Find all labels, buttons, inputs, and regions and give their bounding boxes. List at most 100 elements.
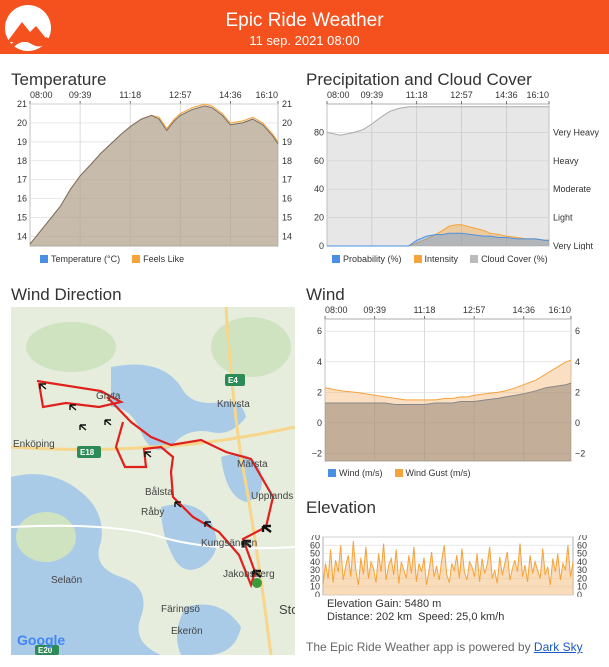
temperature-line-0 xyxy=(29,105,279,245)
elevation-chart[interactable]: 70 60 50 40 30 20 10 0 70 60 50 40 30 20 10 0 xyxy=(303,535,593,597)
elevation-y-tick-label: 0 xyxy=(315,590,320,597)
precipitation-y-tick-label: 20 xyxy=(314,213,324,223)
route-map[interactable]: E4 E18 E20 Gryta Knivsta Enköping Märsta… xyxy=(11,307,295,655)
temperature-y-tick-label: 14 xyxy=(17,232,27,242)
temperature-svg: 08:00 09:39 11:18 12:57 14:36 16:10 21 20 19 18 17… xyxy=(17,90,292,247)
precipitation-chart[interactable]: 08:00 09:39 11:18 12:57 14:36 16:10 80 60 40 20 0 V… xyxy=(303,90,603,250)
road-label-e18: E18 xyxy=(80,448,95,457)
precipitation-title: Precipitation and Cloud Cover xyxy=(306,70,532,89)
app-logo-icon xyxy=(5,5,51,51)
legend-label: Feels Like xyxy=(143,254,185,264)
wind-y-tick-label: −2 xyxy=(312,448,322,458)
elevation-y2-tick-label: 60 xyxy=(577,540,587,550)
elevation-area-0 xyxy=(323,541,573,595)
road xyxy=(11,524,295,550)
wind-chart[interactable]: 08:00 09:39 11:18 12:57 14:36 16:10 6 4 2 0 −2 6 4 2 0… xyxy=(303,305,593,465)
legend-item[interactable]: Cloud Cover (%) xyxy=(470,254,548,264)
place-jakobsberg: Jakobsberg xyxy=(223,569,275,580)
legend-swatch xyxy=(132,255,141,263)
precipitation-svg: 08:00 09:39 11:18 12:57 14:36 16:10 80 60 40 20 0 V… xyxy=(314,90,600,250)
elevation-gain: Elevation Gain: 5480 m xyxy=(327,598,442,610)
legend-swatch xyxy=(394,469,403,477)
wind-x-tick-label: 08:00 xyxy=(325,305,348,315)
temperature-y-tick-label: 15 xyxy=(17,213,27,223)
legend-swatch xyxy=(40,255,48,263)
place-ekeron: Ekerön xyxy=(171,626,203,637)
temperature-y-tick-label: 18 xyxy=(17,156,27,166)
wind-y-tick-label: 2 xyxy=(317,387,322,397)
lake-water xyxy=(161,504,217,570)
wind-y-tick-label: 6 xyxy=(317,326,322,336)
legend-swatch xyxy=(332,255,340,263)
temperature-y2-tick-label: 18 xyxy=(282,156,292,166)
wind-plot-area xyxy=(324,318,572,462)
legend-label: Wind (m/s) xyxy=(339,468,383,478)
precipitation-legend: Probability (%) Intensity Cloud Cover (%) xyxy=(332,254,560,264)
temperature-x-tick-label: 09:39 xyxy=(69,90,92,100)
legend-label: Temperature (°C) xyxy=(51,254,121,264)
legend-swatch xyxy=(328,469,336,477)
dark-sky-link[interactable]: Dark Sky xyxy=(533,640,583,654)
temperature-y2-tick-label: 15 xyxy=(282,213,292,223)
road-badge-e4 xyxy=(225,374,245,386)
elevation-y-tick-label: 50 xyxy=(310,549,320,559)
precipitation-line-0 xyxy=(327,232,549,247)
elevation-y2-tick-label: 40 xyxy=(577,557,587,567)
forest-area xyxy=(26,322,116,372)
legend-label: Cloud Cover (%) xyxy=(481,254,548,264)
footer-text: The Epic Ride Weather app is powered by xyxy=(306,640,531,654)
wind-arrow-icons xyxy=(39,383,272,578)
precipitation-y2-tick-label: Heavy xyxy=(553,156,579,166)
temperature-y2-tick-label: 14 xyxy=(282,232,292,242)
elevation-y2-tick-label: 30 xyxy=(577,565,587,575)
legend-label: Wind Gust (m/s) xyxy=(405,468,471,478)
wind-x-tick-label: 16:10 xyxy=(548,305,571,315)
legend-label: Intensity xyxy=(424,254,459,264)
lake-water xyxy=(111,364,246,450)
place-balsta: Bålsta xyxy=(145,486,173,498)
legend-swatch xyxy=(413,255,422,263)
ride-date: 11 sep. 2021 08:00 xyxy=(249,33,360,48)
precipitation-y-tick-label: 40 xyxy=(314,184,324,194)
temperature-y2-tick-label: 16 xyxy=(282,194,292,204)
wind-area-1 xyxy=(325,360,571,461)
legend-item[interactable]: Probability (%) xyxy=(332,254,402,264)
wind-y2-tick-label: −2 xyxy=(575,448,585,458)
temperature-x-tick-label: 11:18 xyxy=(119,90,141,100)
legend-item[interactable]: Intensity xyxy=(413,254,459,264)
road-badge-e18 xyxy=(77,446,101,458)
forest-area xyxy=(211,317,291,377)
legend-item[interactable]: Feels Like xyxy=(132,254,184,264)
temperature-title: Temperature xyxy=(11,70,107,89)
wind-y2-tick-label: 4 xyxy=(575,357,580,367)
app-title: Epic Ride Weather xyxy=(225,10,384,31)
ride-speed: Speed: 25,0 km/h xyxy=(418,611,505,623)
temperature-y-tick-label: 20 xyxy=(17,118,27,128)
precipitation-x-tick-label: 08:00 xyxy=(327,90,350,100)
precipitation-x-tick-label: 09:39 xyxy=(361,90,384,100)
road-label-e20: E20 xyxy=(38,646,53,655)
highway-road xyxy=(11,425,295,451)
lake-water xyxy=(11,474,161,655)
elevation-y-tick-label: 40 xyxy=(310,557,320,567)
precipitation-y2-tick-label: Very Heavy xyxy=(553,127,600,137)
legend-item[interactable]: Wind (m/s) xyxy=(328,468,383,478)
wind-x-tick-label: 12:57 xyxy=(463,305,486,315)
wind-x-tick-label: 14:36 xyxy=(513,305,536,315)
temperature-y2-tick-label: 21 xyxy=(282,99,292,109)
legend-item[interactable]: Temperature (°C) xyxy=(40,254,120,264)
road-label-e4: E4 xyxy=(228,376,238,385)
precipitation-x-tick-label: 16:10 xyxy=(526,90,549,100)
legend-item[interactable]: Wind Gust (m/s) xyxy=(394,468,471,478)
precipitation-x-tick-label: 12:57 xyxy=(450,90,473,100)
wind-line-0 xyxy=(325,382,572,405)
elevation-line-0 xyxy=(322,541,574,586)
route-map-canvas[interactable]: E4 E18 E20 Gryta Knivsta Enköping Märsta… xyxy=(11,307,295,655)
temperature-chart[interactable]: 08:00 09:39 11:18 12:57 14:36 16:10 21 20 19 18 17… xyxy=(8,90,298,250)
temperature-legend: Temperature (°C) Feels Like xyxy=(40,254,196,264)
temperature-area-0 xyxy=(30,105,278,247)
road-badge-e20 xyxy=(35,645,59,655)
route-start-marker xyxy=(252,578,262,588)
elevation-y2-tick-label: 10 xyxy=(577,582,587,592)
place-marsta: Märsta xyxy=(237,459,268,470)
